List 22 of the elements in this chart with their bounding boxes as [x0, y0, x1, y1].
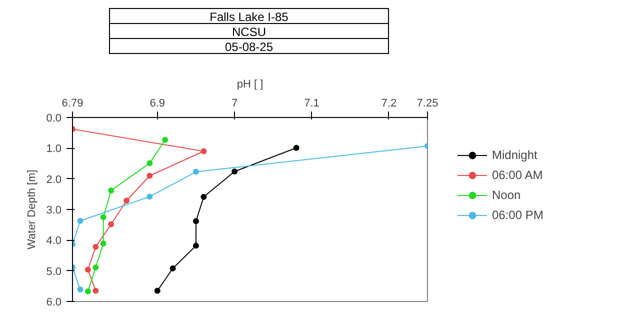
- y-axis-title: Water Depth [m]: [26, 170, 38, 250]
- y-tick-label: 0.0: [46, 112, 62, 124]
- x-tick-label: 6.79: [62, 98, 84, 110]
- y-tick-label: 3.0: [46, 204, 62, 216]
- chart-title: Falls Lake I-85: [109, 8, 389, 24]
- x-tick-label: 6.9: [150, 98, 166, 110]
- x-axis-title: pH [ ]: [236, 78, 264, 90]
- y-tick-label: 5.0: [46, 266, 62, 278]
- x-tick-label: 7: [232, 98, 238, 110]
- text: 05-08-25: [109, 38, 389, 54]
- legend-label: Midnight: [492, 148, 538, 162]
- x-tick-label: 7.1: [304, 98, 320, 110]
- x-tick-label: 7.25: [416, 98, 438, 110]
- y-tick-label: 1.0: [46, 143, 62, 156]
- legend-label: 06:00 AM: [492, 168, 543, 182]
- x-tick-label: 7.2: [381, 98, 397, 110]
- y-tick-label: 2.0: [46, 174, 62, 186]
- y-tick-label: 4.0: [46, 235, 62, 248]
- legend-label: Noon: [492, 188, 521, 202]
- legend-label: 06:00 PM: [492, 208, 544, 222]
- chart-subtitle: NCSU: [109, 23, 389, 39]
- y-tick-label: 6.0: [46, 296, 62, 308]
